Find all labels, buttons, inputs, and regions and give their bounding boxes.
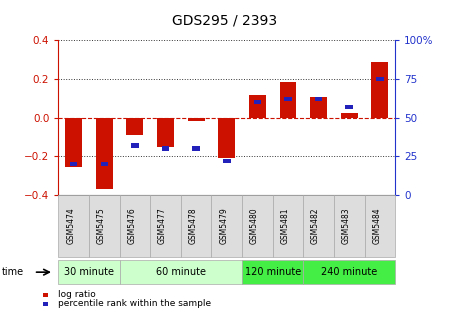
Bar <box>315 97 322 101</box>
Bar <box>218 118 235 158</box>
Text: time: time <box>2 267 24 277</box>
Text: GSM5484: GSM5484 <box>372 208 381 244</box>
Text: GSM5475: GSM5475 <box>97 208 106 244</box>
Text: GSM5479: GSM5479 <box>219 208 228 244</box>
Bar <box>280 82 296 118</box>
Text: 120 minute: 120 minute <box>245 267 301 277</box>
Text: GDS295 / 2393: GDS295 / 2393 <box>172 13 277 28</box>
Bar <box>188 118 205 122</box>
Text: 60 minute: 60 minute <box>156 267 206 277</box>
Bar <box>254 100 261 104</box>
Bar <box>70 162 78 166</box>
Bar <box>96 118 113 189</box>
Text: log ratio: log ratio <box>58 290 96 299</box>
Bar <box>345 104 353 109</box>
Text: GSM5483: GSM5483 <box>342 208 351 244</box>
Text: GSM5480: GSM5480 <box>250 208 259 244</box>
Bar <box>157 118 174 146</box>
Text: GSM5477: GSM5477 <box>158 208 167 244</box>
Bar <box>127 118 143 135</box>
Bar <box>162 146 169 151</box>
Text: GSM5474: GSM5474 <box>66 208 75 244</box>
Text: GSM5481: GSM5481 <box>281 208 290 244</box>
Bar <box>101 162 108 166</box>
Text: percentile rank within the sample: percentile rank within the sample <box>58 299 211 308</box>
Bar <box>310 97 327 118</box>
Bar <box>249 95 266 118</box>
Bar <box>341 113 357 118</box>
Text: GSM5478: GSM5478 <box>189 208 198 244</box>
Bar <box>376 77 383 81</box>
Bar <box>371 61 388 118</box>
Bar <box>284 97 292 101</box>
Text: 30 minute: 30 minute <box>64 267 114 277</box>
Text: 240 minute: 240 minute <box>321 267 377 277</box>
Bar <box>65 118 82 167</box>
Text: GSM5482: GSM5482 <box>311 208 320 244</box>
Bar <box>192 146 200 151</box>
Text: GSM5476: GSM5476 <box>128 208 136 244</box>
Bar <box>131 143 139 148</box>
Bar <box>223 159 230 163</box>
